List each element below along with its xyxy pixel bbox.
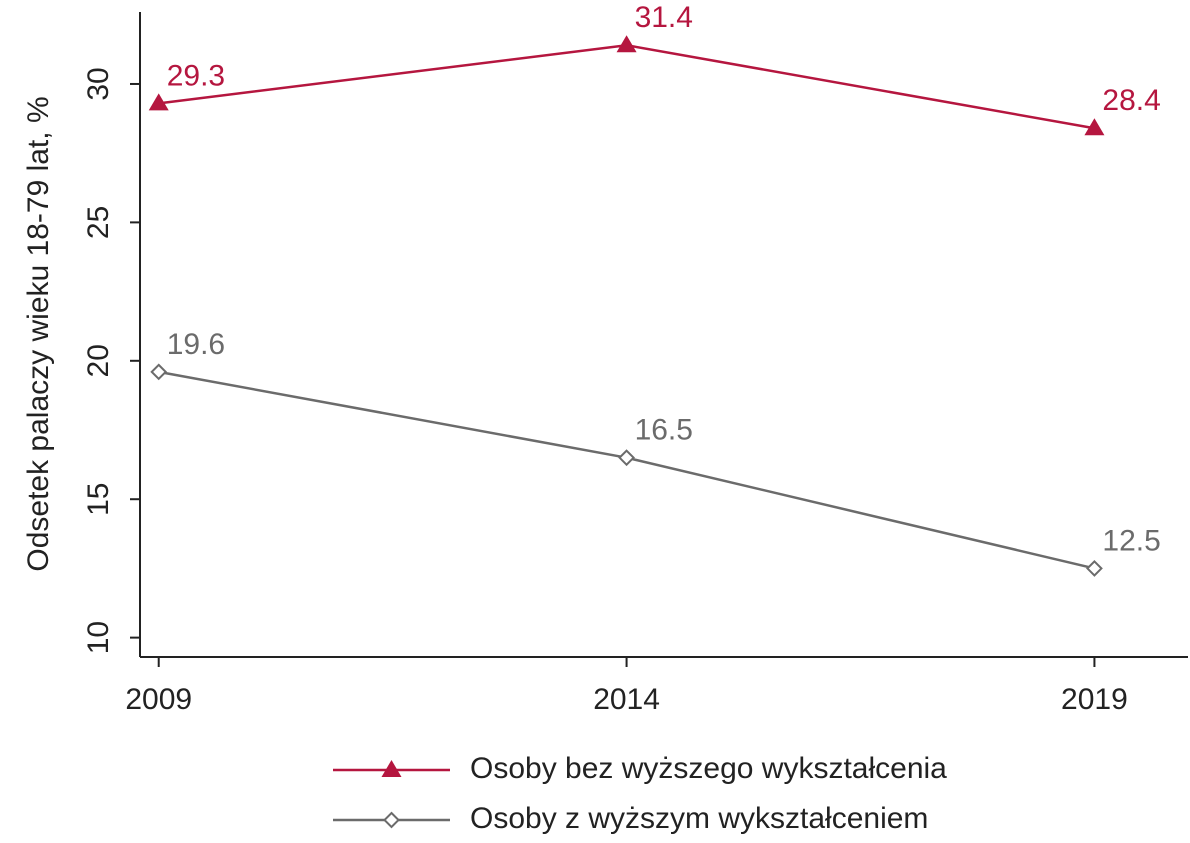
data-label: 16.5 [635, 414, 693, 447]
data-label: 12.5 [1102, 524, 1160, 557]
series-line [158, 43, 1095, 130]
x-tick-label: 2009 [125, 683, 192, 716]
x-tick-label: 2014 [593, 683, 660, 716]
x-tick-label: 2019 [1061, 683, 1128, 716]
y-tick-label: 20 [82, 344, 115, 377]
marker [1086, 560, 1103, 577]
marker [1084, 118, 1105, 136]
legend-label: Osoby bez wyższego wykształcenia [470, 752, 947, 785]
data-label: 29.3 [167, 59, 225, 92]
legend-label: Osoby z wyższym wykształceniem [470, 802, 928, 835]
y-tick-label: 30 [82, 67, 115, 100]
y-tick-label: 15 [82, 483, 115, 516]
marker [618, 449, 635, 467]
marker [616, 35, 637, 53]
y-tick-label: 10 [82, 621, 115, 654]
series-line [158, 370, 1095, 570]
marker [150, 363, 168, 381]
data-label: 19.6 [167, 328, 225, 361]
marker [148, 93, 169, 111]
legend-marker [383, 811, 400, 829]
data-label: 28.4 [1102, 84, 1160, 117]
legend-marker [381, 760, 402, 777]
data-label: 31.4 [635, 1, 693, 34]
y-axis-label: Odsetek palaczy wieku 18-79 lat, % [22, 96, 55, 571]
y-tick-label: 25 [82, 206, 115, 239]
